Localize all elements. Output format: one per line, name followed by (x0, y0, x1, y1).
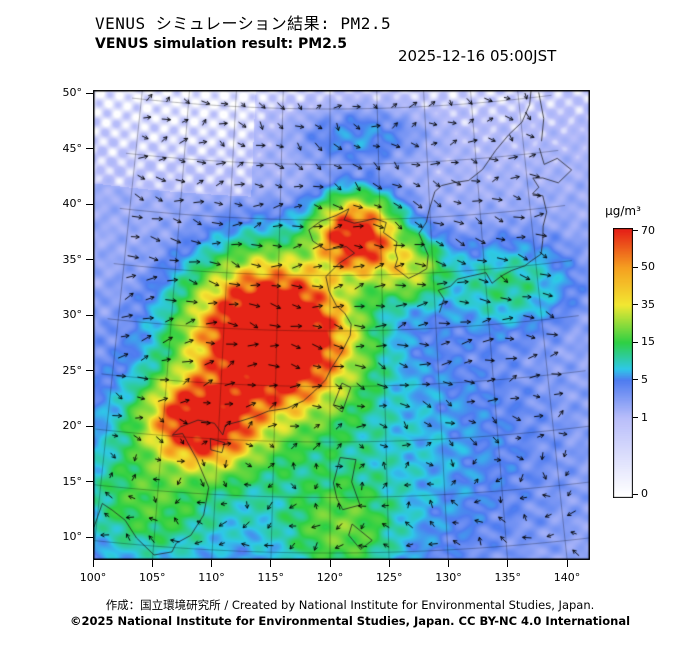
lon-tick (507, 560, 509, 567)
license-text: ©2025 National Institute for Environment… (69, 614, 631, 628)
lon-tick (329, 560, 331, 567)
lon-tick-label: 110° (198, 571, 225, 584)
colorbar-tick (633, 266, 638, 268)
page-title-english: VENUS simulation result: PM2.5 (95, 36, 347, 52)
colorbar-tick-label: 15 (641, 335, 655, 349)
simulation-timestamp: 2025-12-16 05:00JST (398, 47, 557, 65)
lat-tick-label: 10° (62, 530, 83, 543)
lat-tick (86, 425, 93, 427)
lat-tick-label: 35° (62, 252, 83, 266)
lat-tick (86, 148, 93, 149)
lat-tick-label: 50° (62, 86, 83, 99)
lat-tick (86, 536, 93, 538)
lat-tick (86, 481, 93, 482)
colorbar-tick (633, 379, 638, 381)
colorbar-tick (633, 230, 638, 232)
lat-tick (86, 370, 93, 371)
lon-tick-label: 135° (494, 571, 522, 584)
colorbar-unit-label: μg/m³ (605, 204, 641, 218)
colorbar-tick-label: 35 (641, 297, 655, 311)
lat-tick (86, 259, 93, 260)
lon-tick-label: 140° (553, 571, 581, 584)
pm25-concentration-map (93, 90, 590, 560)
lon-tick (270, 560, 272, 567)
lat-tick-label: 20° (62, 419, 83, 432)
page-title-japanese: VENUS シミュレーション結果: PM2.5 (95, 14, 392, 33)
lon-tick (388, 560, 390, 567)
lat-tick-label: 45° (62, 141, 83, 155)
lat-tick-label: 25° (62, 363, 83, 377)
lon-tick (151, 560, 153, 567)
colorbar-tick-label: 5 (641, 372, 648, 386)
colorbar-tick-label: 70 (641, 223, 655, 237)
colorbar-tick (633, 341, 638, 343)
lat-tick-label: 15° (62, 474, 83, 488)
lon-tick (211, 560, 212, 567)
colorbar-tick (633, 417, 638, 419)
lon-tick (92, 560, 94, 567)
colorbar-tick-label: 1 (641, 410, 648, 424)
lat-tick (86, 314, 93, 316)
lat-tick (86, 92, 93, 94)
lon-tick-label: 100° (79, 571, 107, 584)
lat-tick-label: 30° (62, 308, 83, 321)
lon-tick (448, 560, 449, 567)
lon-tick-label: 125° (376, 571, 403, 584)
colorbar-tick (633, 304, 638, 306)
colorbar-tick-label: 0 (641, 487, 648, 501)
credit-text: 作成：国立環境研究所 / Created by National Institu… (105, 598, 595, 612)
lon-tick (566, 560, 568, 567)
lat-tick-label: 40° (62, 197, 83, 210)
colorbar-tick (633, 493, 638, 495)
lon-tick-label: 130° (435, 571, 462, 584)
lon-tick-label: 120° (316, 571, 344, 584)
lat-tick (86, 203, 93, 205)
colorbar (613, 228, 633, 498)
colorbar-tick-label: 50 (641, 260, 655, 273)
lon-tick-label: 115° (257, 571, 285, 584)
lon-tick-label: 105° (139, 571, 166, 584)
